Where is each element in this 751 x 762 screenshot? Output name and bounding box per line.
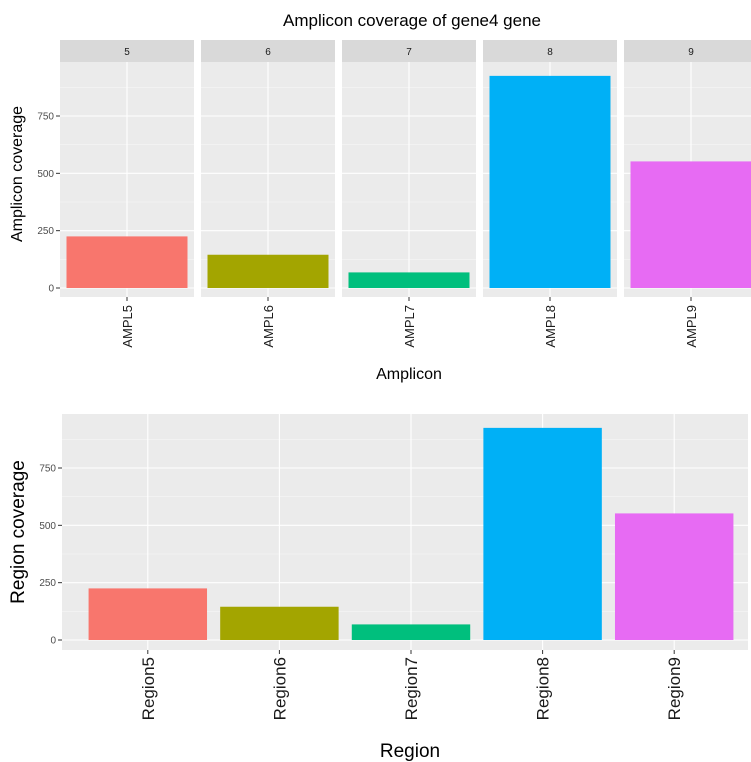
y-tick-label: 0 (48, 284, 54, 295)
bar (351, 624, 471, 640)
facet-strip (483, 40, 617, 62)
bottom-chart-panel: Region5 Region6 Region7 Region8 Region9 0 250 5… (39, 414, 748, 720)
facet-strip-label: 5 (124, 47, 130, 58)
top-y-axis-title: Amplicon coverage (9, 106, 26, 242)
bar (220, 606, 339, 640)
bar (207, 254, 329, 288)
x-tick-label: Region7 (402, 657, 421, 720)
y-tick-label: 500 (37, 169, 54, 180)
facet-strip-label: 7 (406, 47, 412, 58)
x-tick-label: AMPL5 (120, 305, 135, 348)
y-tick-label: 0 (50, 636, 56, 647)
x-tick-label: AMPL9 (684, 305, 699, 348)
top-x-axis-title: Amplicon (376, 366, 442, 383)
x-tick-label: AMPL6 (261, 305, 276, 348)
x-tick-label: Region5 (139, 657, 158, 720)
x-tick-label: Region8 (534, 657, 553, 720)
x-tick-label: AMPL8 (543, 305, 558, 348)
facet-strip (342, 40, 476, 62)
bar (348, 272, 470, 288)
facet-strip (624, 40, 751, 62)
bar (630, 161, 751, 288)
y-tick-label: 250 (39, 578, 56, 589)
x-tick-label: Region6 (270, 657, 289, 720)
x-tick-label: AMPL7 (402, 305, 417, 348)
facet-strip-label: 8 (547, 47, 553, 58)
bar (489, 75, 611, 288)
y-tick-label: 750 (37, 112, 54, 123)
facet-strip-label: 6 (265, 47, 271, 58)
bar (66, 236, 188, 288)
facet-strip (60, 40, 194, 62)
chart-title: Amplicon coverage of gene4 gene (283, 11, 541, 30)
y-tick-label: 750 (39, 464, 56, 475)
bottom-y-axis-title: Region coverage (8, 460, 29, 604)
facet-strip-label: 9 (688, 47, 694, 58)
bar (614, 513, 734, 640)
top-chart-panels: 5 AMPL5 6 AMPL6 7 AMPL7 8 AMPL8 9 AMPL9 0 250 500 750 (37, 40, 751, 348)
y-tick-label: 250 (37, 226, 54, 237)
y-tick-label: 500 (39, 521, 56, 532)
bar (88, 588, 208, 640)
bottom-x-axis-title: Region (380, 741, 440, 762)
x-tick-label: Region9 (665, 657, 684, 720)
bar (483, 427, 602, 640)
facet-strip (201, 40, 335, 62)
